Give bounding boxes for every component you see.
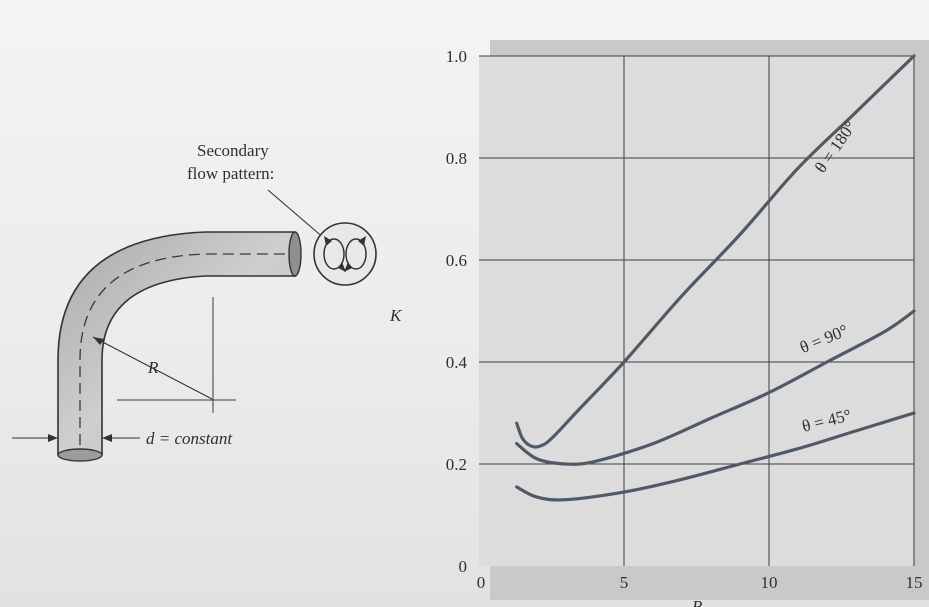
y-tick-label: 0: [459, 557, 468, 576]
y-axis-label: K: [389, 306, 403, 325]
radius-arrow: [92, 336, 213, 400]
diameter-label: d = constant: [146, 429, 233, 448]
vortex-right-top-arrow-icon: [358, 236, 366, 246]
bent-pipe-diagram: R d = constant Secondary flow pattern:: [12, 141, 377, 462]
curve-theta-90: [515, 309, 916, 466]
plot-area: [479, 56, 914, 566]
loss-coefficient-chart: θ = 180°θ = 90°θ = 45° 00.20.40.60.81.0 …: [389, 40, 929, 607]
x-axis-label: R: [691, 597, 703, 607]
vortex-left: [323, 238, 345, 270]
pipe-centerline: [79, 253, 290, 445]
diameter-arrowhead-right: [102, 434, 112, 442]
secondary-flow-inset: [313, 222, 377, 286]
diameter-arrowhead-left: [48, 434, 58, 442]
radius-arrowhead: [93, 337, 104, 345]
vortex-right-arrow-icon: [344, 262, 352, 272]
x-tick-label: 5: [620, 573, 629, 592]
diameter-label-text: d = constant: [146, 429, 233, 448]
y-tick-label: 1.0: [446, 47, 467, 66]
x-tick-label: 10: [761, 573, 778, 592]
vortex-right: [345, 238, 367, 270]
curve-theta-180: [515, 54, 916, 449]
pipe-inlet-end: [57, 448, 103, 462]
x-tick-label: 0: [477, 573, 486, 592]
y-tick-label: 0.2: [446, 455, 467, 474]
curve-theta-45: [515, 411, 916, 502]
curves: [515, 54, 916, 502]
vortex-left-top-arrow-icon: [324, 236, 332, 246]
x-tick-labels: 0 5 10 15: [477, 573, 923, 592]
secondary-flow-label-2: flow pattern:: [187, 164, 274, 183]
y-tick-label: 0.4: [446, 353, 468, 372]
pipe-bend: [57, 231, 296, 456]
y-tick-label: 0.6: [446, 251, 467, 270]
secondary-flow-leader: [267, 189, 326, 240]
y-tick-labels: 0 0.2 0.4 0.6 0.8 1.0: [446, 47, 468, 576]
x-tick-label: 15: [906, 573, 923, 592]
secondary-flow-label-1: Secondary: [197, 141, 269, 160]
y-tick-label: 0.8: [446, 149, 467, 168]
radius-label: R: [147, 358, 159, 377]
vortex-left-arrow-icon: [338, 262, 346, 272]
pipe-outlet-end: [288, 231, 302, 277]
cross-section-circle: [313, 222, 377, 286]
